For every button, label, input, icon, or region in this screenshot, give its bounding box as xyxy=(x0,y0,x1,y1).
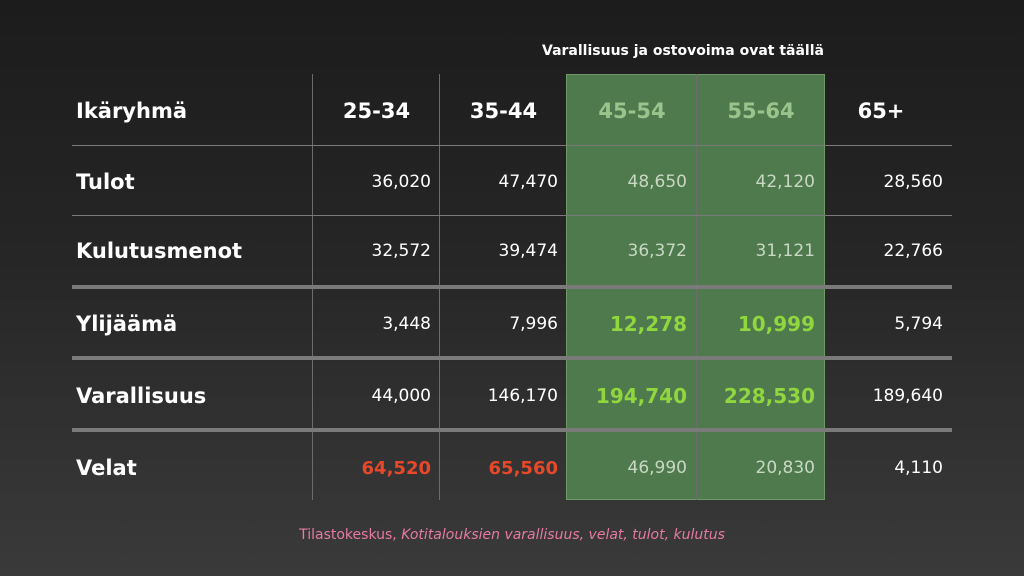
row-separator-thick xyxy=(72,285,952,289)
table-cell: 22,766 xyxy=(883,241,943,261)
table-cell: 12,278 xyxy=(609,312,687,336)
row-label-kulutusmenot: Kulutusmenot xyxy=(76,239,243,263)
table-cell: 20,830 xyxy=(755,458,815,478)
highlight-note: Varallisuus ja ostovoima ovat täällä xyxy=(542,43,824,59)
table-cell: 65,560 xyxy=(488,457,558,479)
table-cell: 48,650 xyxy=(627,172,687,192)
table-cell: 31,121 xyxy=(755,241,815,261)
table-cell: 3,448 xyxy=(382,314,431,334)
row-separator-thick xyxy=(72,428,952,432)
table-cell: 32,572 xyxy=(371,241,431,261)
table-cell: 46,990 xyxy=(627,458,687,478)
table-cell: 44,000 xyxy=(371,386,431,406)
source-prefix: Tilastokeskus, xyxy=(299,527,402,543)
header-col-55-64: 55-64 xyxy=(727,99,795,123)
table-cell: 42,120 xyxy=(755,172,815,192)
table-cell: 47,470 xyxy=(498,172,558,192)
source-citation: Tilastokeskus, Kotitalouksien varallisuu… xyxy=(0,527,1024,543)
table-cell: 64,520 xyxy=(361,457,431,479)
table-cell: 36,020 xyxy=(371,172,431,192)
table-cell: 5,794 xyxy=(894,314,943,334)
table-cell: 7,996 xyxy=(509,314,558,334)
source-title: Kotitalouksien varallisuus, velat, tulot… xyxy=(401,527,725,543)
table-cell: 189,640 xyxy=(872,386,943,406)
header-label: Ikäryhmä xyxy=(76,99,187,123)
row-label-tulot: Tulot xyxy=(76,170,135,194)
header-col-35-44: 35-44 xyxy=(469,99,538,123)
row-separator-thick xyxy=(72,356,952,360)
row-separator xyxy=(72,145,952,146)
header-col-25-34: 25-34 xyxy=(342,99,411,123)
table-cell: 194,740 xyxy=(595,384,687,408)
table-cell: 10,999 xyxy=(737,312,815,336)
row-separator xyxy=(72,215,952,216)
row-label-varallisuus: Varallisuus xyxy=(76,384,207,408)
table-cell: 228,530 xyxy=(723,384,815,408)
table-cell: 36,372 xyxy=(627,241,687,261)
table-cell: 146,170 xyxy=(487,386,558,406)
table-cell: 28,560 xyxy=(883,172,943,192)
header-col-65-plus: 65+ xyxy=(857,99,905,123)
row-label-ylijaama: Ylijäämä xyxy=(76,312,178,336)
table-cell: 39,474 xyxy=(498,241,558,261)
row-label-velat: Velat xyxy=(76,456,137,480)
header-col-45-54: 45-54 xyxy=(598,99,666,123)
table-cell: 4,110 xyxy=(894,458,943,478)
